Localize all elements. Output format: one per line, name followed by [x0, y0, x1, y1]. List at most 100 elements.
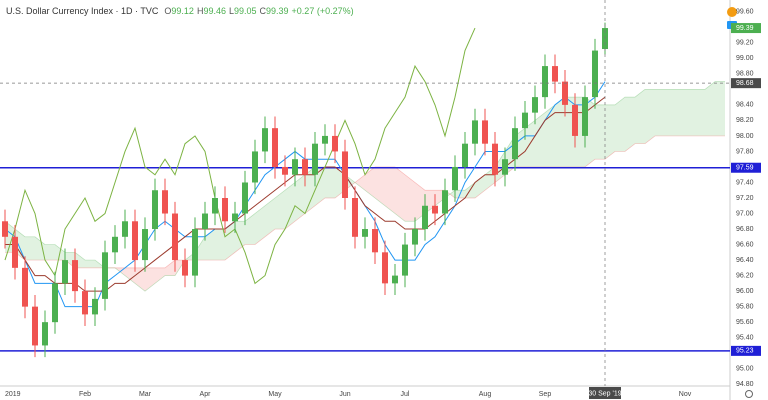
candle-body — [262, 128, 268, 152]
cloud-segment — [665, 89, 675, 136]
candle-body — [512, 128, 518, 160]
y-tick-label: 98.40 — [736, 102, 754, 109]
y-tick-label: 97.20 — [736, 195, 754, 202]
candle-body — [532, 97, 538, 113]
candle-body — [2, 221, 8, 237]
hline-price-tag: 97.59 — [736, 165, 754, 172]
y-tick-label: 96.40 — [736, 257, 754, 264]
cloud-segment — [695, 89, 705, 136]
y-tick-label: 95.00 — [736, 366, 754, 373]
x-tick-label: Mar — [139, 391, 152, 398]
candle-body — [302, 159, 308, 175]
cloud-segment — [325, 166, 335, 198]
cloud-segment — [405, 174, 415, 222]
y-tick-label: 95.80 — [736, 303, 754, 310]
candle-body — [462, 143, 468, 167]
candle-body — [152, 190, 158, 230]
y-tick-label: 97.00 — [736, 210, 754, 217]
candle-body — [212, 198, 218, 214]
legend-header: U.S. Dollar Currency Index · 1D · TVC O9… — [6, 6, 354, 16]
candle-body — [82, 291, 88, 315]
candle-body — [112, 236, 118, 253]
candle-body — [322, 135, 328, 144]
x-tick-label: 2019 — [5, 391, 21, 398]
cloud-segment — [305, 166, 315, 214]
cloud-segment — [705, 81, 715, 136]
x-tick-label: Feb — [79, 391, 91, 398]
cloud-segment — [155, 267, 165, 284]
indicator-line — [4, 27, 476, 285]
ohlc-value: 99.46 — [203, 6, 226, 16]
y-tick-label: 99.00 — [736, 55, 754, 62]
candle-body — [252, 151, 258, 183]
candle-body — [72, 260, 78, 292]
candle-body — [122, 221, 128, 237]
candle-body — [452, 166, 458, 191]
cloud-segment — [395, 166, 405, 222]
candle-body — [282, 166, 288, 175]
cloud-segment — [625, 97, 635, 152]
cloud-segment — [595, 104, 605, 160]
y-tick-label: 98.20 — [736, 117, 754, 124]
candle-body — [582, 97, 588, 136]
y-tick-label: 97.40 — [736, 179, 754, 186]
candle-body — [32, 306, 38, 346]
candle-body — [492, 143, 498, 175]
candle-body — [422, 205, 428, 230]
candle-body — [132, 221, 138, 261]
candle-body — [402, 244, 408, 276]
ohlc-key: L — [228, 6, 234, 16]
x-tick-label: Aug — [479, 391, 492, 398]
cloud-segment — [615, 97, 625, 152]
cloud-segment — [35, 236, 45, 261]
candle-body — [62, 260, 68, 284]
candle-body — [222, 198, 228, 222]
cloud-segment — [45, 244, 55, 261]
cloud-segment — [255, 205, 265, 245]
change: +0.27 (+0.27%) — [291, 6, 354, 16]
cloud-segment — [355, 174, 365, 191]
ohlc-values: O99.12 H99.46 L99.05 C99.39 — [161, 6, 288, 16]
candle-body — [482, 120, 488, 144]
cloud-segment — [205, 229, 215, 261]
ohlc-value: 99.39 — [266, 6, 289, 16]
candle-body — [472, 120, 478, 144]
candle-body — [442, 190, 448, 214]
candle-body — [522, 112, 528, 129]
cloud-segment — [265, 198, 275, 237]
alert-icon[interactable] — [727, 7, 737, 17]
ohlc-value: 99.12 — [171, 6, 194, 16]
cloud-segment — [555, 97, 565, 167]
candle-body — [292, 159, 298, 175]
crosshair-price-tag: 98.68 — [736, 80, 754, 87]
settings-icon[interactable] — [745, 390, 753, 398]
candle-body — [242, 182, 248, 214]
cloud-segment — [315, 166, 325, 206]
candle-body — [172, 213, 178, 261]
cloud-segment — [385, 166, 395, 214]
candle-body — [562, 81, 568, 105]
y-tick-label: 96.80 — [736, 226, 754, 233]
cloud-segment — [235, 221, 245, 253]
price-axis-bg — [730, 0, 768, 400]
ohlc-key: C — [259, 6, 267, 16]
last-price-tag-bg — [731, 23, 761, 34]
cloud-segment — [655, 89, 665, 136]
y-tick-label: 95.60 — [736, 319, 754, 326]
date-tag: 30 Sep '19 — [588, 390, 621, 397]
ohlc-key: O — [164, 6, 172, 16]
candle-body — [182, 260, 188, 276]
cloud-segment — [545, 104, 555, 167]
candle-body — [392, 275, 398, 284]
cloud-segment — [375, 166, 385, 206]
x-tick-label: Nov — [679, 391, 692, 398]
ohlc-value: 99.05 — [233, 6, 257, 16]
cloud-segment — [25, 236, 35, 261]
candle-body — [192, 229, 198, 276]
candle-body — [162, 190, 168, 214]
cloud-segment — [645, 89, 655, 144]
candle-body — [342, 151, 348, 198]
y-tick-label: 94.80 — [736, 381, 754, 388]
